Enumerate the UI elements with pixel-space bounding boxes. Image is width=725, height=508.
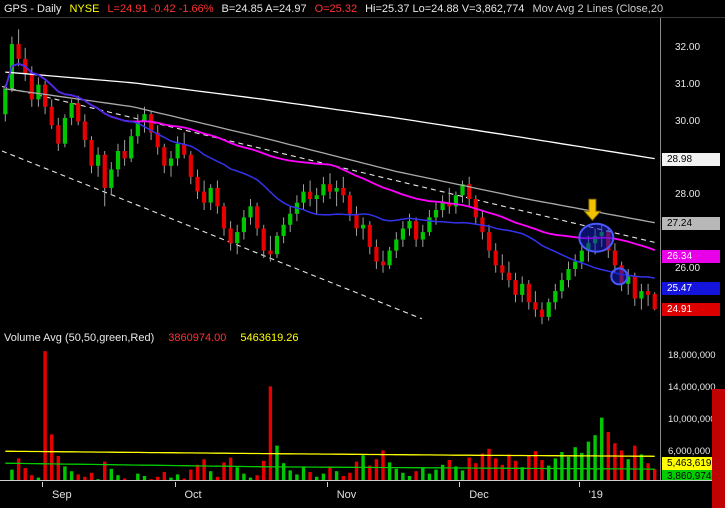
month-label: Nov xyxy=(336,489,357,501)
axis-value-tag: 28.98 xyxy=(662,152,720,166)
axis-value-tag: 24.91 xyxy=(662,302,720,316)
axis-value-tag: 3,860,974 xyxy=(662,469,720,483)
scrollbar-strip[interactable] xyxy=(712,389,725,508)
down-arrow-annotation xyxy=(583,198,602,222)
volume-avg-value-red: 3860974.00 xyxy=(168,331,227,344)
axis-value-tag: 5,463,619 xyxy=(662,456,720,470)
topbar-segment: Hi=25.37 Lo=24.88 V=3,862,774 xyxy=(365,2,525,15)
axis-tick-label: 14,000,000 xyxy=(668,382,716,393)
axis-value-tag: 26.34 xyxy=(662,250,720,263)
axis-tick-label: 18,000,000 xyxy=(668,350,716,361)
topbar-segment: B=24.85 A=24.97 xyxy=(221,2,307,15)
date-axis[interactable]: Sep Oct Nov Dec '19 xyxy=(0,481,725,508)
axis-value-tag: 25.47 xyxy=(662,282,720,296)
month-label: Dec xyxy=(469,489,489,501)
month-label: '19 xyxy=(588,489,603,501)
topbar-segment: O=25.32 xyxy=(314,2,358,15)
volume-avg-value-yellow: 5463619.26 xyxy=(240,331,299,344)
topbar-segment: Mov Avg 2 Lines (Close,20 xyxy=(532,2,664,15)
topbar-segment: L=24.91 -0.42 -1.66% xyxy=(107,2,214,15)
chart-header-bar: GPS - Daily NYSE L=24.91 -0.42 -1.66% B=24.… xyxy=(0,0,725,18)
month-tick xyxy=(42,482,43,487)
price-axis[interactable]: 32.00 31.00 30.00 28.00 26.00 28.98 27.24 26.34… xyxy=(661,0,725,508)
month-tick xyxy=(459,482,461,487)
month-label: Sep xyxy=(52,489,72,501)
axis-border xyxy=(660,18,661,480)
axis-tick-label: 30.00 xyxy=(675,115,701,127)
month-tick xyxy=(326,482,328,487)
highlight-circle-annotation xyxy=(610,267,629,286)
price-volume-chart[interactable] xyxy=(0,18,662,480)
month-tick xyxy=(174,482,176,487)
pane-separator xyxy=(0,480,725,481)
month-label: Oct xyxy=(184,489,202,501)
volume-indicator-header: Volume Avg (50,50,green,Red) 3860974.00 … xyxy=(4,330,298,345)
highlight-circle-annotation xyxy=(578,222,615,253)
volume-avg-label: Volume Avg (50,50,green,Red) xyxy=(4,331,155,344)
axis-value-tag: 27.24 xyxy=(662,216,720,230)
topbar-segment: NYSE xyxy=(69,2,100,15)
axis-tick-label: 26.00 xyxy=(675,263,701,274)
axis-tick-label: 6,000,000 xyxy=(668,446,711,457)
axis-tick-label: 31.00 xyxy=(675,78,701,90)
axis-tick-label: 10,000,000 xyxy=(668,414,716,425)
axis-tick-label: 32.00 xyxy=(675,41,701,53)
topbar-segment: GPS - Daily xyxy=(4,2,62,15)
month-tick xyxy=(578,482,580,487)
axis-tick-label: 28.00 xyxy=(675,189,701,201)
